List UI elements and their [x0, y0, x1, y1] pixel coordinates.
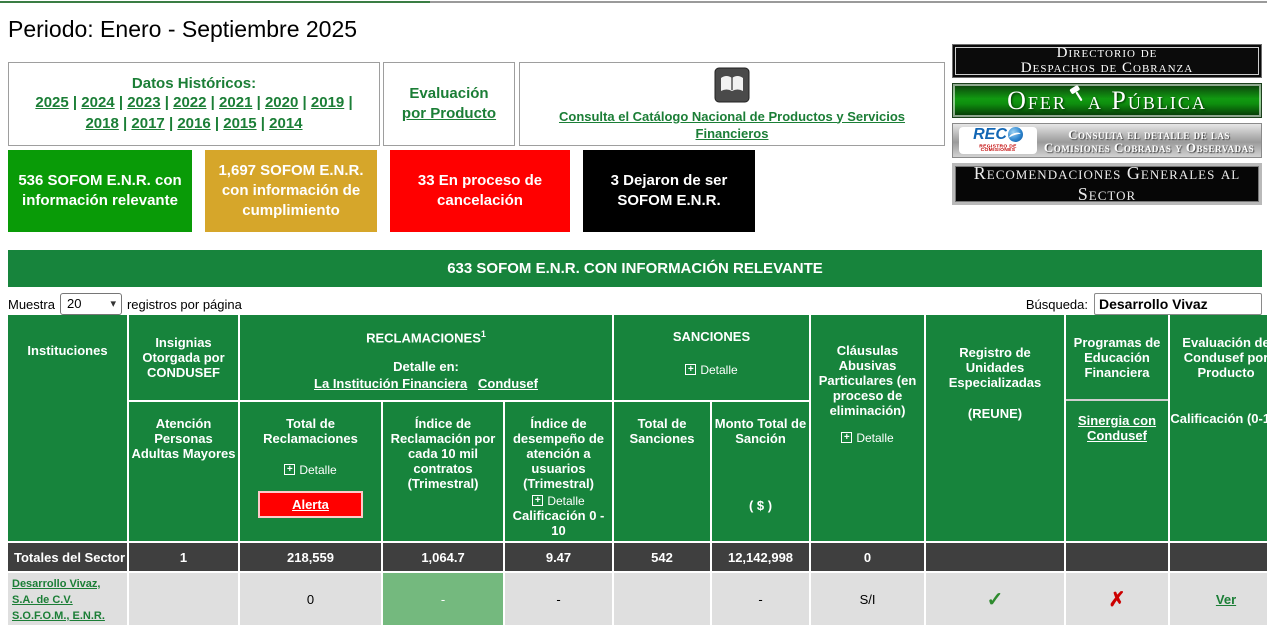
search-label: Búsqueda:: [1025, 296, 1088, 312]
page-size-label-post: registros por página: [126, 296, 242, 312]
stat-cumplimiento-box: 1,697 SOFOM E.N.R. con información de cu…: [205, 150, 377, 232]
sanciones-detalle-button[interactable]: + Detalle: [685, 363, 738, 377]
row-insignias: [129, 573, 238, 625]
col-header-instituciones: Instituciones: [8, 315, 127, 541]
col-group-sanciones: SANCIONES + Detalle: [614, 315, 810, 400]
col-header-reune: Registro de Unidades Especializadas (REU…: [926, 315, 1065, 541]
catalog-book-icon: [714, 67, 750, 108]
totals-row: Totales del Sector 1 218,559 1,064.7 9.4…: [8, 543, 1267, 571]
col-header-programas: Programas de Educación Financiera Sinerg…: [1066, 315, 1169, 541]
totals-indice-desempeno: 9.47: [505, 543, 612, 571]
totals-evaluacion: [1170, 543, 1267, 571]
stat-dejaron-box: 3 Dejaron de ser SOFOM E.N.R.: [583, 150, 755, 232]
totals-indice-reclamacion: 1,064.7: [383, 543, 503, 571]
stat-relevante-box: 536 SOFOM E.N.R. con información relevan…: [8, 150, 192, 232]
col-header-indice-reclamacion: Índice de Reclamación por cada 10 mil co…: [383, 402, 503, 541]
col-header-monto-total: Monto Total de Sanción ( $ ): [712, 402, 810, 541]
year-link-2019[interactable]: 2019: [310, 93, 345, 111]
recomendaciones-sector-button[interactable]: Recomendaciones Generales al Sector: [952, 163, 1262, 205]
totals-reune: [926, 543, 1065, 571]
year-link-2018[interactable]: 2018: [85, 114, 119, 132]
table-controls: Muestra 20 ▾ registros por página Búsque…: [8, 291, 1262, 315]
reco-globe-icon: [1007, 127, 1023, 142]
historical-title: Datos Históricos:: [131, 74, 257, 92]
col-group-reclamaciones: RECLAMACIONES1 Detalle en: La Institució…: [240, 315, 612, 400]
year-link-2023[interactable]: 2023: [127, 93, 161, 111]
sofom-table: Instituciones Insignias Otorgada por CON…: [6, 313, 1267, 627]
top-section: Periodo: Enero - Septiembre 2025 Datos H…: [0, 0, 1267, 315]
page-title: Periodo: Enero - Septiembre 2025: [8, 16, 358, 42]
plus-icon: +: [685, 364, 697, 375]
row-indice-desempeno: -: [505, 573, 612, 625]
row-indice-reclamacion: -: [383, 573, 503, 625]
detalle-institucion-link[interactable]: La Institución Financiera: [314, 376, 468, 392]
page-size-label-pre: Muestra: [8, 296, 55, 312]
historical-years: 2025 | 2024 | 2023 | 2022 | 2021 | 2020 …: [35, 93, 353, 132]
sinergia-condusef-link[interactable]: Sinergia con Condusef: [1078, 413, 1157, 443]
col-header-insignias: Insignias Otorgada por CONDUSEF: [129, 315, 238, 400]
clausulas-detalle-button[interactable]: + Detalle: [841, 431, 894, 445]
row-total-reclamaciones: 0: [240, 573, 381, 625]
directorio-despachos-cobranza-button[interactable]: Directorio de Despachos de Cobranza: [952, 44, 1262, 78]
totals-label: Totales del Sector: [8, 543, 127, 571]
year-link-2015[interactable]: 2015: [223, 114, 257, 132]
col-header-total-sanciones: Total de Sanciones: [614, 402, 710, 541]
reclamaciones-detalle-button[interactable]: + Detalle: [284, 463, 337, 477]
plus-icon: +: [841, 432, 853, 443]
col-header-evaluacion: Evaluación de Condusef por Producto Cali…: [1170, 315, 1267, 541]
evaluation-by-product-box: Evaluación por Producto: [383, 62, 515, 146]
top-divider-line: [0, 1, 1267, 3]
x-icon: ✗: [1108, 588, 1126, 611]
table-banner: 633 SOFOM E.N.R. CON INFORMACIÓN RELEVAN…: [8, 250, 1262, 287]
oferta-publica-button[interactable]: Ofer a Pública: [952, 83, 1262, 118]
gavel-icon: [1067, 83, 1088, 118]
year-link-2021[interactable]: 2021: [219, 93, 253, 111]
year-link-2022[interactable]: 2022: [173, 93, 207, 111]
institution-link[interactable]: Desarrollo Vivaz, S.A. de C.V. S.O.F.O.M…: [12, 578, 105, 622]
year-link-2016[interactable]: 2016: [177, 114, 211, 132]
totals-insignias: 1: [129, 543, 238, 571]
chevron-down-icon: ▾: [110, 298, 116, 310]
reco-logo: REC REGISTRO DE COMISIONES: [959, 126, 1037, 154]
year-link-2020[interactable]: 2020: [264, 93, 299, 111]
col-header-total-reclamaciones: Total de Reclamaciones + Detalle Alerta: [240, 402, 381, 541]
year-link-2024[interactable]: 2024: [81, 93, 115, 111]
plus-icon: +: [532, 495, 544, 506]
totals-programas: [1066, 543, 1169, 571]
row-total-sanciones: [614, 573, 710, 625]
detalle-condusef-link[interactable]: Condusef: [478, 376, 538, 392]
reco-comisiones-button[interactable]: REC REGISTRO DE COMISIONES Consulta el d…: [952, 123, 1262, 158]
totals-monto-total: 12,142,998: [712, 543, 810, 571]
alerta-button[interactable]: Alerta: [258, 490, 363, 518]
col-header-clausulas: Cláusulas Abusivas Particulares (en proc…: [811, 315, 925, 541]
plus-icon: +: [284, 464, 296, 475]
national-catalog-link[interactable]: Consulta el Catálogo Nacional de Product…: [558, 108, 906, 141]
search-input[interactable]: [1094, 293, 1262, 315]
totals-total-reclamaciones: 218,559: [240, 543, 381, 571]
desempeno-detalle-button[interactable]: + Detalle: [532, 494, 585, 508]
check-icon: ✓: [986, 588, 1004, 611]
totals-clausulas: 0: [811, 543, 925, 571]
page-size-select[interactable]: 20 ▾: [59, 293, 122, 315]
col-header-indice-desempeno: Índice de desempeño de atención a usuari…: [505, 402, 612, 541]
historical-data-box: Datos Históricos: 2025 | 2024 | 2023 | 2…: [8, 62, 380, 146]
stat-cancelacion-box: 33 En proceso de cancelación: [390, 150, 570, 232]
year-link-2025[interactable]: 2025: [35, 93, 69, 111]
row-clausulas: S/I: [811, 573, 925, 625]
national-catalog-box: Consulta el Catálogo Nacional de Product…: [519, 62, 945, 146]
table-row: Desarrollo Vivaz, S.A. de C.V. S.O.F.O.M…: [8, 573, 1267, 625]
totals-total-sanciones: 542: [614, 543, 710, 571]
row-monto-total: -: [712, 573, 810, 625]
evaluation-by-product-link[interactable]: Evaluación por Producto: [401, 85, 497, 122]
ver-link[interactable]: Ver: [1215, 591, 1237, 607]
year-link-2014[interactable]: 2014: [269, 114, 303, 132]
year-link-2017[interactable]: 2017: [131, 114, 165, 132]
col-header-atencion: Atención Personas Adultas Mayores: [129, 402, 238, 541]
